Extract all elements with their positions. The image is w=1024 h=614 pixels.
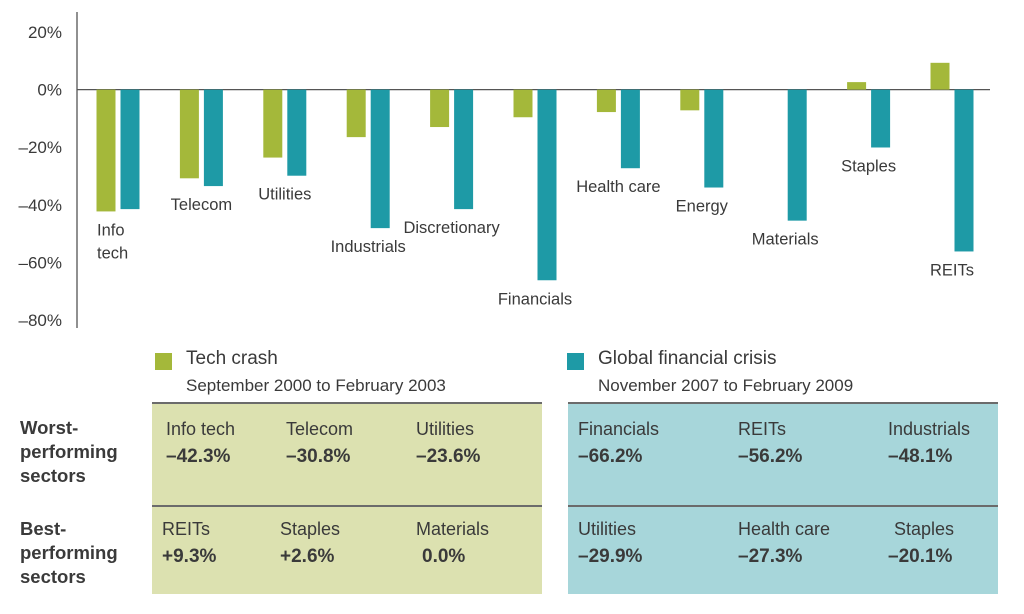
gfc-worst-cell-2: REITs –56.2% [738, 418, 802, 469]
best-label-line-3: sectors [20, 566, 86, 587]
bar-gfc-materials [787, 89, 807, 221]
y-tick-label: –20% [19, 138, 62, 157]
sector-return: –29.9% [578, 546, 643, 567]
category-label-financials: Financials [498, 290, 572, 308]
bar-tech-crash-discretionary [430, 89, 450, 128]
sector-name: REITs [162, 519, 211, 539]
bar-gfc-financials [537, 89, 557, 281]
sector-name: Materials [416, 519, 490, 539]
bar-tech-crash-reits [930, 62, 950, 90]
gfc-table-panel: Financials –66.2% REITs –56.2% Industria… [568, 402, 998, 594]
tech-crash-table-panel: Info tech –42.3% Telecom –30.8% Utilitie… [152, 402, 542, 594]
tech-worst-cell-2: Telecom –30.8% [286, 418, 353, 469]
category-label-discretionary: Discretionary [403, 219, 500, 237]
sector-name: Health care [738, 519, 831, 539]
gfc-worst-cell-3: Industrials –48.1% [888, 418, 970, 469]
sector-return: –30.8% [286, 446, 351, 467]
sector-name: REITs [738, 419, 787, 439]
tech-best-cell-1: REITs +9.3% [162, 518, 216, 569]
worst-performing-label: Worst- performing sectors [20, 416, 118, 488]
tech-best-cell-2: Staples +2.6% [280, 518, 340, 569]
sector-name: Staples [894, 519, 955, 539]
gfc-best-cell-3: Staples –20.1% [888, 518, 955, 569]
bar-gfc-info-tech [120, 89, 140, 210]
sector-return: –42.3% [166, 446, 231, 467]
sector-name: Utilities [416, 419, 475, 439]
worst-label-line-2: performing [20, 441, 118, 462]
category-label-utilities: Utilities [258, 186, 311, 204]
sector-return: 0.0% [422, 546, 466, 567]
sector-return: –23.6% [416, 446, 481, 467]
gfc-worst-cell-1: Financials –66.2% [578, 418, 659, 469]
tech-worst-cell-1: Info tech –42.3% [166, 418, 235, 469]
category-label-industrials: Industrials [331, 238, 406, 256]
best-label-line-1: Best- [20, 518, 67, 539]
y-tick-label: 0% [37, 81, 62, 100]
category-label-info-tech: tech [97, 244, 128, 262]
bar-gfc-industrials [370, 89, 390, 229]
sector-return: +9.3% [162, 546, 217, 567]
bar-gfc-utilities [287, 89, 307, 176]
gfc-period: November 2007 to February 2009 [598, 376, 854, 395]
tech-crash-title: Tech crash [186, 348, 278, 369]
best-label-line-2: performing [20, 542, 118, 563]
category-label-reits: REITs [930, 261, 974, 279]
sector-return: –56.2% [738, 446, 803, 467]
bar-tech-crash-financials [513, 89, 533, 118]
sector-bar-chart: 20% 0% –20% –40% –60% –80% Info tech Telecom Util… [19, 12, 990, 330]
worst-label-line-3: sectors [20, 465, 86, 486]
bar-tech-crash-utilities [263, 89, 283, 158]
sector-name: Telecom [286, 419, 354, 439]
category-label-health-care: Health care [576, 178, 660, 196]
bar-gfc-health-care [620, 89, 640, 169]
bar-tech-crash-telecom [179, 89, 199, 179]
best-performing-label: Best- performing sectors [20, 517, 118, 589]
bar-gfc-energy [704, 89, 724, 188]
bar-gfc-staples [871, 89, 891, 148]
bar-gfc-telecom [203, 89, 223, 187]
divider [152, 505, 542, 507]
sector-return: –20.1% [888, 546, 953, 567]
category-label-staples: Staples [841, 157, 896, 175]
bar-gfc-discretionary [454, 89, 474, 210]
sector-return: –66.2% [578, 446, 643, 467]
divider [152, 402, 542, 404]
bar-tech-crash-staples [847, 82, 867, 90]
sector-name: Info tech [166, 419, 236, 439]
bar-tech-crash-industrials [346, 89, 366, 138]
sector-name: Utilities [578, 519, 637, 539]
divider [568, 402, 998, 404]
sector-name: Financials [578, 419, 660, 439]
bar-gfc-reits [954, 89, 974, 252]
gfc-title: Global financial crisis [598, 348, 777, 369]
bar-tech-crash-energy [680, 89, 700, 111]
divider [568, 505, 998, 507]
y-tick-label: –40% [19, 196, 62, 215]
sector-return: –48.1% [888, 446, 953, 467]
gfc-best-cell-1: Utilities –29.9% [578, 518, 642, 569]
sector-return: +2.6% [280, 546, 335, 567]
tech-worst-cell-3: Utilities –23.6% [416, 418, 480, 469]
bar-tech-crash-health-care [596, 89, 616, 113]
bar-tech-crash-info-tech [96, 89, 116, 212]
tech-crash-period: September 2000 to February 2003 [186, 376, 446, 395]
y-tick-label: –60% [19, 253, 62, 272]
y-tick-label: –80% [19, 311, 62, 330]
gfc-swatch [567, 353, 584, 370]
category-label-info-tech: Info [97, 221, 125, 239]
gfc-best-cell-2: Health care –27.3% [738, 518, 830, 569]
worst-label-line-1: Worst- [20, 417, 79, 438]
tech-crash-swatch [155, 353, 172, 370]
chart-svg: 20% 0% –20% –40% –60% –80% Info tech Telecom Util… [19, 12, 990, 330]
tech-best-cell-3: Materials 0.0% [416, 518, 489, 569]
sector-name: Industrials [888, 419, 971, 439]
sector-return: –27.3% [738, 546, 803, 567]
category-label-energy: Energy [676, 198, 729, 216]
y-tick-label: 20% [28, 23, 62, 42]
sector-name: Staples [280, 519, 341, 539]
category-label-telecom: Telecom [171, 196, 232, 214]
category-label-materials: Materials [752, 231, 819, 249]
